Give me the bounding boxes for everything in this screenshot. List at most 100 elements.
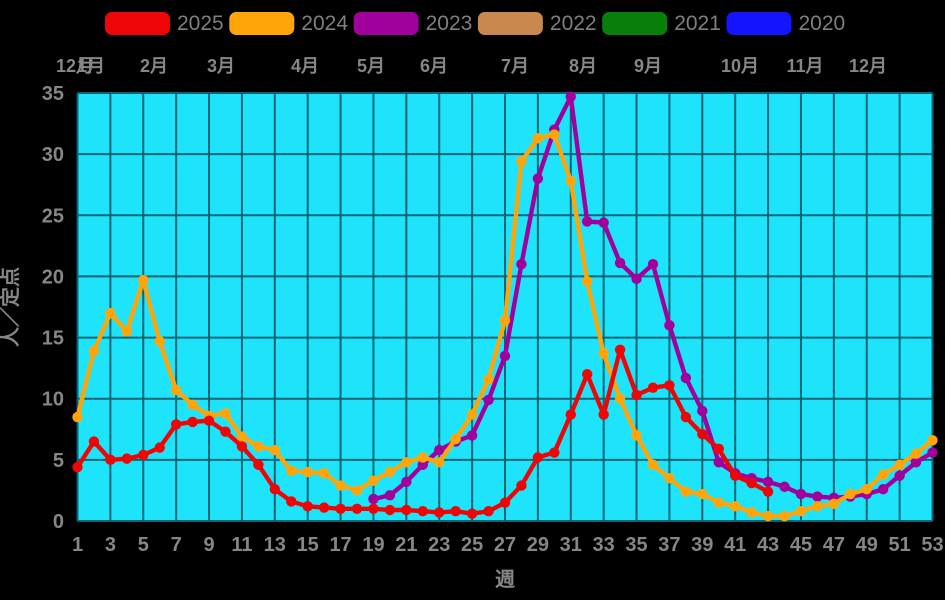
x-tick-label: 23 — [428, 534, 450, 556]
series-2024-point — [417, 452, 428, 463]
month-label: 1月 — [77, 56, 105, 76]
series-2025-point — [72, 461, 83, 473]
series-2025-point — [286, 496, 297, 507]
series-2023-point — [516, 259, 527, 270]
month-label: 6月 — [420, 56, 448, 76]
series-2025-point — [499, 497, 511, 508]
month-label: 12月 — [849, 56, 887, 76]
series-2024-point — [351, 485, 363, 496]
x-tick-label: 11 — [231, 534, 252, 556]
month-label: 8月 — [569, 56, 597, 76]
series-2024-point — [828, 498, 840, 510]
series-2024-point — [450, 433, 461, 445]
series-2025-point — [368, 503, 379, 514]
series-2025-point — [121, 453, 133, 464]
legend-label-2020: 2020 — [799, 12, 846, 35]
series-2024-point — [614, 393, 626, 404]
month-label: 4月 — [291, 56, 319, 76]
series-2024-point — [598, 348, 609, 359]
x-tick-label: 3 — [105, 534, 116, 556]
series-2025-point — [664, 380, 675, 391]
series-2025-point — [170, 419, 182, 430]
series-2023-point — [713, 457, 724, 468]
series-2025-point — [680, 411, 692, 423]
x-tick-label: 33 — [593, 534, 615, 556]
series-2024-point — [779, 510, 790, 522]
month-label: 7月 — [501, 56, 529, 76]
y-tick-label: 25 — [42, 205, 64, 227]
month-label: 5月 — [357, 56, 385, 76]
series-2025-point — [483, 506, 494, 517]
series-2024-point — [335, 480, 346, 491]
y-tick-label: 10 — [42, 389, 64, 411]
legend-swatch-2021 — [602, 12, 668, 35]
legend-label-2024: 2024 — [301, 12, 348, 35]
series-2024-point — [713, 497, 724, 508]
x-tick-label: 21 — [395, 534, 417, 556]
series-2024-point — [877, 469, 889, 480]
y-tick-label: 30 — [42, 144, 64, 166]
series-2024-point — [680, 486, 692, 497]
x-tick-label: 29 — [527, 534, 549, 556]
series-2024-point — [384, 466, 396, 478]
series-2024-point — [927, 435, 938, 446]
series-2024-point — [401, 457, 412, 468]
series-2024-point — [845, 488, 856, 500]
series-2023-point — [631, 273, 642, 285]
series-2024-point — [302, 466, 313, 478]
series-2025-point — [713, 443, 724, 455]
x-tick-label: 49 — [856, 534, 878, 556]
x-tick-label: 45 — [790, 534, 812, 556]
y-tick-label: 5 — [53, 450, 64, 472]
x-tick-label: 9 — [203, 534, 214, 556]
series-2023-point — [368, 493, 379, 505]
x-tick-label: 51 — [888, 534, 910, 556]
legend-swatch-2022 — [477, 12, 543, 35]
series-2023-point — [795, 488, 807, 500]
x-tick-label: 47 — [823, 534, 845, 556]
legend-swatch-2023 — [353, 12, 419, 35]
series-2024-point — [697, 488, 708, 500]
legend-label-2023: 2023 — [426, 12, 473, 35]
series-2025-point — [88, 436, 100, 447]
series-2024-point — [466, 409, 478, 420]
series-2024-point — [861, 484, 872, 495]
series-2025-point — [187, 416, 198, 428]
series-2024-point — [516, 156, 527, 167]
x-tick-label: 5 — [138, 534, 149, 556]
series-2023-point — [598, 217, 609, 228]
series-2025-point — [417, 506, 428, 517]
series-2024-point — [729, 501, 741, 512]
series-2025-point — [746, 477, 757, 489]
series-2024-point — [483, 373, 494, 385]
series-2025-point — [302, 501, 313, 512]
series-2025-point — [598, 409, 609, 420]
series-2025-point — [138, 449, 149, 461]
x-tick-label: 41 — [724, 534, 746, 556]
series-2024-point — [105, 307, 116, 319]
series-2025-point — [384, 504, 396, 516]
month-label: 12月 — [56, 56, 94, 76]
x-tick-label: 13 — [264, 534, 286, 556]
series-2023-point — [680, 372, 692, 384]
x-tick-label: 43 — [757, 534, 779, 556]
series-2025-point — [532, 452, 544, 463]
legend-label-2022: 2022 — [550, 12, 597, 35]
x-tick-label: 27 — [494, 534, 516, 556]
series-2023-point — [647, 259, 659, 270]
series-2023-point — [483, 394, 494, 406]
series-2024-point — [631, 430, 642, 441]
series-2025-point — [401, 504, 412, 516]
series-2024-point — [170, 384, 182, 396]
series-2024-point — [549, 129, 560, 140]
x-tick-label: 39 — [691, 534, 713, 556]
month-label: 9月 — [634, 56, 662, 76]
series-2025-point — [154, 442, 165, 453]
x-tick-label: 15 — [297, 534, 319, 556]
series-2024-point — [647, 459, 659, 470]
x-tick-label: 53 — [921, 534, 943, 556]
series-2025-point — [697, 428, 708, 440]
series-2025-point — [269, 484, 281, 495]
